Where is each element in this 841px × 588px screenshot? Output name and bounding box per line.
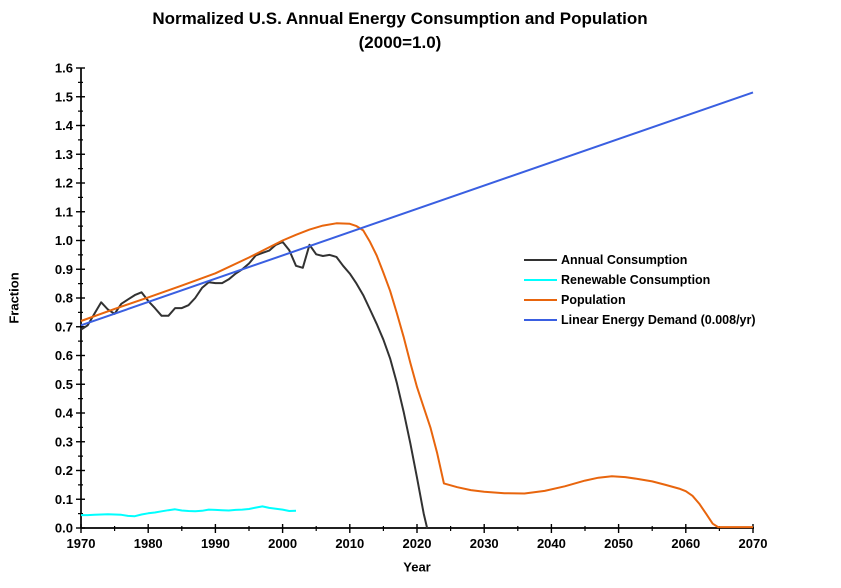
y-tick-label: 1.0: [55, 233, 73, 248]
x-tick-label: 2070: [739, 536, 768, 551]
x-tick-label: 2060: [671, 536, 700, 551]
y-tick-label: 0.3: [55, 434, 73, 449]
legend: Annual Consumption Renewable Consumption…: [524, 250, 756, 330]
y-tick-label: 0.7: [55, 319, 73, 334]
y-tick-label: 1.2: [55, 176, 73, 191]
x-tick-label: 2030: [470, 536, 499, 551]
legend-line-swatch-renewable-consumption: [524, 279, 557, 281]
y-axis-label: Fraction: [6, 272, 22, 324]
x-tick-label: 2040: [537, 536, 566, 551]
legend-label: Annual Consumption: [561, 253, 688, 267]
y-tick-label: 1.5: [55, 89, 73, 104]
y-tick-label: 1.1: [55, 204, 73, 219]
legend-line-swatch-linear-energy-demand: [524, 319, 557, 321]
y-tick-label: 0.8: [55, 291, 73, 306]
series-line-population: [80, 222, 753, 529]
y-tick-label: 0.1: [55, 492, 73, 507]
legend-item-annual-consumption: Annual Consumption: [524, 250, 756, 270]
chart-title: Normalized U.S. Annual Energy Consumptio…: [152, 9, 648, 28]
legend-label: Population: [561, 293, 626, 307]
y-tick-label: 0.2: [55, 463, 73, 478]
chart-subtitle: (2000=1.0): [358, 33, 442, 52]
x-tick-label: 2020: [403, 536, 432, 551]
legend-line-swatch-population: [524, 299, 557, 301]
legend-label: Renewable Consumption: [561, 273, 711, 287]
chart-title-block: Normalized U.S. Annual Energy Consumptio…: [0, 7, 800, 55]
y-tick-label: 0.5: [55, 377, 73, 392]
x-tick-label: 2000: [268, 536, 297, 551]
x-tick-label: 1970: [67, 536, 96, 551]
y-tick-label: 0.9: [55, 262, 73, 277]
y-tick-label: 0.4: [55, 406, 74, 421]
legend-label: Linear Energy Demand (0.008/yr): [561, 313, 756, 327]
legend-item-population: Population: [524, 290, 756, 310]
y-tick-label: 0.6: [55, 348, 73, 363]
y-tick-label: 1.6: [55, 61, 73, 76]
series-line-renewable-consumption: [81, 505, 297, 518]
x-tick-label: 1990: [201, 536, 230, 551]
legend-item-renewable-consumption: Renewable Consumption: [524, 270, 756, 290]
y-tick-label: 1.3: [55, 147, 73, 162]
y-tick-label: 1.4: [55, 118, 74, 133]
x-tick-label: 2010: [335, 536, 364, 551]
series-line-annual-consumption: [80, 240, 429, 529]
legend-line-swatch-annual-consumption: [524, 259, 557, 261]
y-tick-label: 0.0: [55, 521, 73, 536]
x-tick-label: 1980: [134, 536, 163, 551]
x-tick-label: 2050: [604, 536, 633, 551]
legend-item-linear-energy-demand: Linear Energy Demand (0.008/yr): [524, 310, 756, 330]
x-axis-label: Year: [403, 559, 431, 575]
series-line-linear-energy-demand-0-008-yr: [80, 91, 754, 327]
